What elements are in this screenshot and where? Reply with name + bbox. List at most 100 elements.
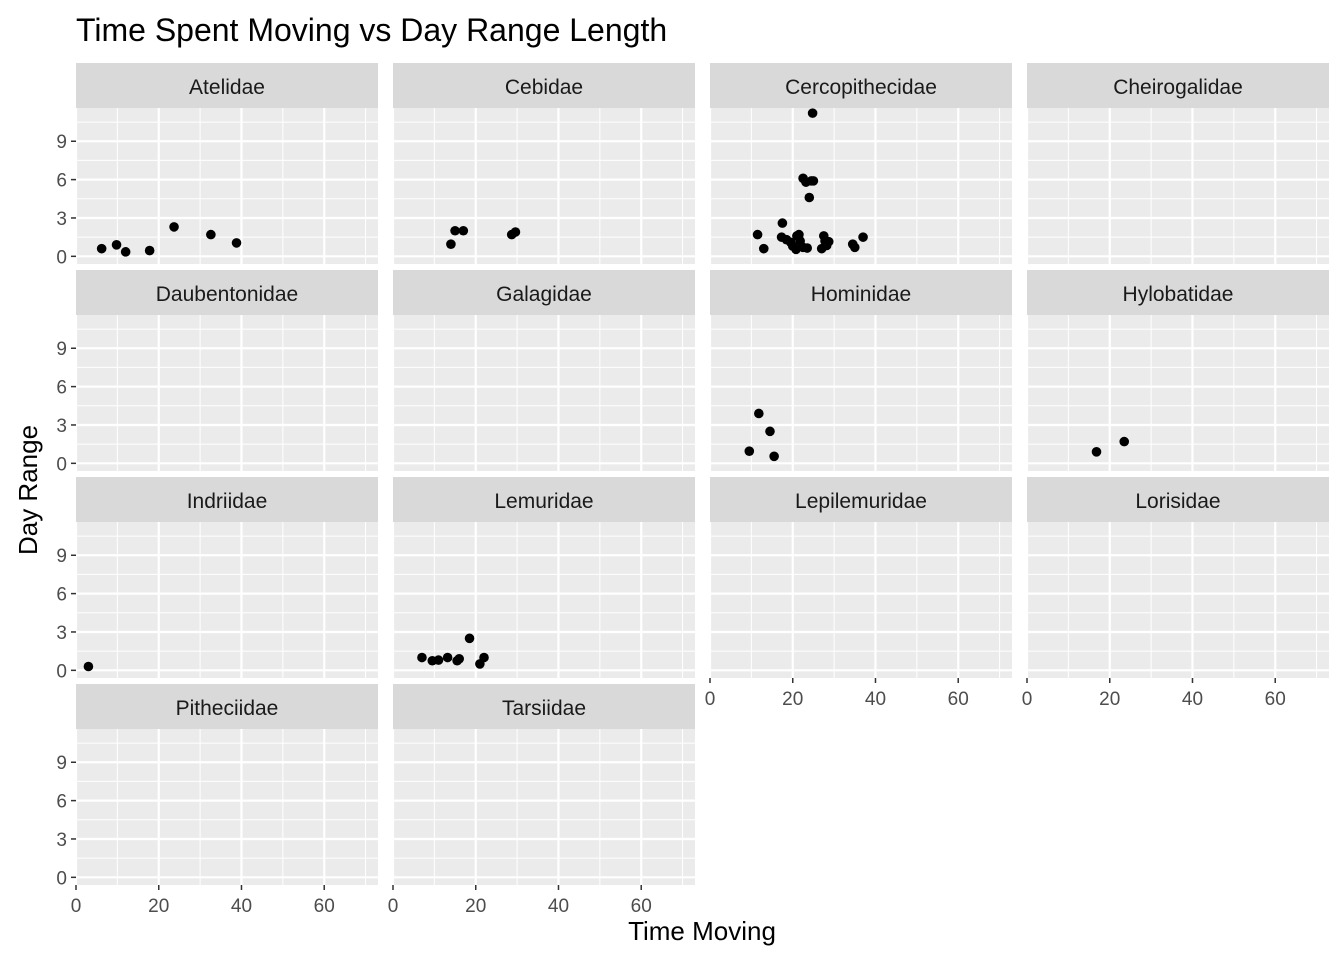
x-tick-label: 20: [1099, 689, 1120, 710]
facet-panel: Cercopithecidae: [708, 63, 1012, 264]
x-axis-title: Time Moving: [628, 916, 776, 946]
x-tick-label: 20: [465, 896, 486, 917]
facet-strip: [1027, 63, 1329, 108]
facet-strip: [1027, 477, 1329, 522]
facet-panel: Hominidae: [708, 270, 1012, 471]
facet-label: Lemuridae: [494, 490, 593, 513]
data-point: [479, 652, 489, 663]
facet-strip: [710, 270, 1012, 315]
facet-strip: [1027, 270, 1329, 315]
data-point: [849, 242, 860, 253]
facet-strip: [710, 477, 1012, 522]
x-tick-label: 0: [705, 689, 716, 710]
facet-strip: [393, 684, 695, 729]
x-tick-label: 40: [865, 689, 886, 710]
panel-background: [710, 522, 1012, 678]
facet-label: Indriidae: [187, 490, 268, 513]
y-tick-label: 0: [56, 868, 67, 889]
data-point: [169, 222, 179, 232]
facet-panel: Galagidae: [391, 270, 695, 471]
facet-label: Atelidae: [189, 76, 265, 99]
panel-background: [1027, 108, 1329, 264]
x-tick-label: 20: [782, 689, 803, 710]
facet-strip: [710, 63, 1012, 108]
facet-panel: Hylobatidae: [1025, 270, 1329, 471]
facet-label: Hylobatidae: [1123, 283, 1234, 306]
data-point: [1091, 447, 1102, 457]
facet-strip: [393, 63, 695, 108]
y-tick-label: 6: [56, 171, 67, 192]
x-tick-label: 60: [631, 896, 652, 917]
facet-panels: Atelidae 0 3 6 9 Cebidae Cercopithecidae Cheiro…: [56, 63, 1329, 917]
data-point: [96, 243, 107, 254]
facet-strip: [76, 63, 378, 108]
panel-background: [1027, 522, 1329, 678]
facet-panel: Lorisidae 0 20 40 60: [1022, 477, 1329, 710]
panel-background: [393, 108, 695, 264]
y-tick-label: 3: [56, 623, 67, 644]
x-tick-label: 0: [71, 896, 82, 917]
data-point: [231, 238, 242, 248]
data-point: [807, 108, 818, 118]
x-tick-label: 40: [231, 896, 252, 917]
data-point: [1119, 436, 1130, 447]
panel-background: [393, 315, 695, 471]
x-tick-label: 40: [1182, 689, 1203, 710]
facet-label: Tarsiidae: [502, 697, 586, 720]
panel-background: [393, 729, 695, 885]
data-point: [433, 655, 444, 665]
data-point: [804, 192, 815, 203]
facet-strip: [393, 477, 695, 522]
x-tick-label: 60: [948, 689, 969, 710]
x-tick-label: 20: [148, 896, 169, 917]
facet-label: Cheirogalidae: [1113, 76, 1243, 99]
data-point: [744, 446, 755, 456]
data-point: [464, 633, 475, 644]
facet-label: Daubentonidae: [156, 283, 298, 306]
data-point: [802, 243, 813, 253]
data-point: [446, 239, 456, 249]
data-point: [111, 240, 122, 250]
data-point: [752, 229, 763, 240]
facet-strip: [76, 684, 378, 729]
y-tick-label: 6: [56, 378, 67, 399]
y-tick-label: 0: [56, 247, 67, 268]
chart-title: Time Spent Moving vs Day Range Length: [76, 12, 667, 48]
data-point: [823, 236, 834, 247]
data-point: [758, 243, 769, 254]
x-tick-label: 40: [548, 896, 569, 917]
data-point: [754, 408, 764, 419]
data-point: [442, 652, 453, 663]
x-tick-label: 60: [314, 896, 335, 917]
data-point: [417, 652, 427, 663]
facet-label: Cebidae: [505, 76, 583, 99]
panel-background: [393, 522, 695, 678]
facet-strip: [76, 477, 378, 522]
data-point: [458, 225, 469, 236]
y-tick-label: 0: [56, 661, 67, 682]
facet-label: Hominidae: [811, 283, 911, 306]
facet-label: Lepilemuridae: [795, 490, 927, 513]
y-tick-label: 9: [56, 339, 67, 360]
data-point: [769, 451, 779, 462]
y-tick-label: 3: [56, 830, 67, 851]
facet-panel: Daubentonidae 0 3 6 9: [56, 270, 378, 475]
y-tick-label: 9: [56, 546, 67, 567]
facet-label: Lorisidae: [1135, 490, 1220, 513]
x-tick-label: 0: [388, 896, 399, 917]
facet-panel: Indriidae 0 3 6 9: [56, 477, 378, 682]
x-tick-label: 0: [1022, 689, 1033, 710]
panel-background: [1027, 315, 1329, 471]
data-point: [450, 225, 460, 236]
y-tick-label: 3: [56, 209, 67, 230]
y-axis-title: Day Range: [13, 425, 43, 555]
facet-panel: Pitheciidae 0 3 6 9 0 20 40 60: [56, 684, 378, 917]
facet-label: Pitheciidae: [176, 697, 279, 720]
facet-panel: Tarsiidae 0 20 40 60: [388, 684, 695, 917]
panel-background: [710, 315, 1012, 471]
data-point: [454, 654, 464, 664]
data-point: [144, 245, 155, 256]
y-tick-label: 6: [56, 585, 67, 606]
facet-strip: [76, 270, 378, 315]
y-tick-label: 9: [56, 132, 67, 153]
